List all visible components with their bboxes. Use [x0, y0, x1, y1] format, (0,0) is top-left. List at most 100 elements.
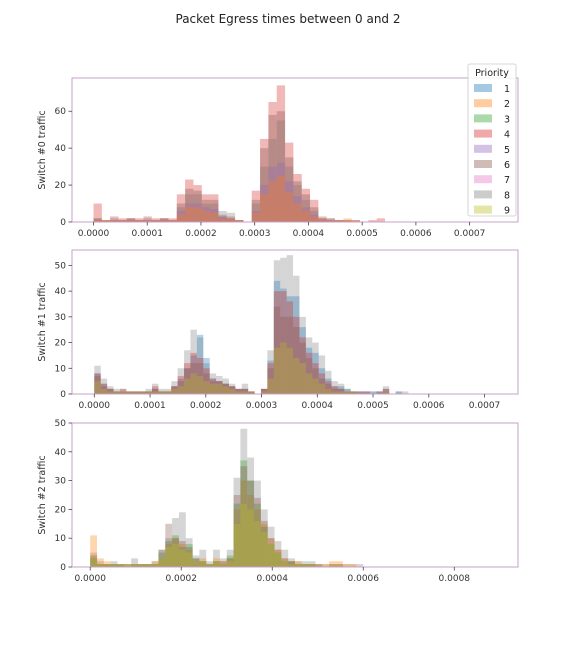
legend: Priority 1 2 3 4 5 6 7 8 9: [467, 63, 517, 217]
bar-priority-4: [126, 391, 133, 394]
bar-priority-2: [172, 538, 179, 567]
bar-priority-4: [203, 368, 210, 394]
bar-priority-9: [165, 546, 173, 567]
bar-priority-8: [158, 549, 166, 567]
bar-priority-6: [274, 549, 282, 567]
bar-priority-4: [260, 138, 269, 222]
bar-priority-2: [349, 564, 357, 567]
x-tick-label: 0.0007: [469, 401, 501, 411]
bar-priority-6: [185, 546, 193, 567]
bar-priority-8: [260, 509, 268, 567]
bar-priority-2: [117, 564, 125, 567]
bar-priority-8: [343, 220, 352, 222]
histogram-bars: [90, 428, 364, 567]
bar-priority-6: [101, 220, 111, 222]
legend-label-8: 8: [504, 190, 510, 201]
bar-priority-8: [280, 257, 287, 394]
bar-priority-9: [119, 391, 127, 394]
bar-priority-2: [218, 218, 227, 222]
legend-swatch-7: [474, 175, 492, 184]
bar-priority-6: [172, 538, 179, 567]
y-tick-label: 30: [55, 313, 67, 323]
bar-priority-3: [178, 546, 186, 567]
x-tick-label: 0.0002: [165, 574, 197, 584]
bar-priority-4: [196, 358, 204, 394]
bar-priority-3: [117, 564, 125, 567]
bar-priority-6: [90, 555, 98, 567]
chart-panels: 0.0000 0.0001 0.0002 0.0003 0.0004 0.0005 0.00…: [37, 77, 519, 584]
bar-priority-8: [299, 316, 306, 394]
bar-priority-1: [222, 383, 229, 394]
bar-priority-6: [110, 564, 118, 567]
bar-priority-1: [164, 391, 172, 394]
bar-priority-2: [110, 564, 118, 567]
bar-priority-3: [247, 480, 255, 567]
bar-priority-6: [325, 383, 332, 394]
bar-priority-6: [318, 218, 327, 222]
bar-priority-6: [281, 558, 289, 567]
bar-priority-9: [288, 564, 295, 567]
bar-priority-4: [209, 378, 217, 394]
bar-priority-2: [235, 220, 244, 222]
bar-priority-4: [325, 381, 332, 394]
bar-priority-4: [100, 383, 108, 394]
bar-priority-3: [185, 543, 193, 567]
bar-priority-1: [331, 386, 338, 394]
bar-priority-6: [124, 564, 132, 567]
bar-priority-6: [135, 220, 144, 222]
bar-priority-9: [97, 564, 104, 567]
bar-priority-8: [350, 391, 358, 394]
bar-priority-8: [226, 549, 234, 567]
bar-priority-9: [90, 558, 98, 567]
bar-priority-9: [137, 564, 145, 567]
bar-priority-8: [151, 220, 161, 222]
bar-priority-3: [90, 558, 98, 567]
bar-priority-2: [315, 564, 323, 567]
bar-priority-2: [201, 210, 211, 222]
bar-priority-1: [203, 358, 210, 394]
bar-priority-4: [110, 216, 119, 222]
bar-priority-4: [201, 194, 211, 222]
bar-priority-2: [193, 207, 202, 222]
y-tick-label: 60: [55, 107, 67, 117]
x-tick-label: 0.0003: [239, 229, 271, 239]
histogram-bars: [93, 85, 386, 222]
bar-priority-3: [172, 535, 179, 567]
bar-priority-4: [168, 218, 177, 222]
bar-priority-6: [273, 306, 281, 394]
bar-priority-5: [185, 203, 194, 222]
bar-priority-6: [97, 564, 104, 567]
bar-priority-6: [293, 181, 302, 222]
legend-label-2: 2: [504, 99, 510, 110]
bar-priority-8: [308, 561, 316, 567]
bar-priority-4: [276, 85, 286, 222]
bar-priority-9: [103, 564, 111, 567]
bar-priority-4: [145, 391, 153, 394]
bar-priority-6: [199, 561, 207, 567]
bar-priority-8: [93, 218, 102, 222]
bar-priority-2: [151, 220, 161, 222]
x-tick-label: 0.0000: [79, 401, 111, 411]
bar-priority-2: [219, 561, 227, 567]
bar-priority-3: [267, 543, 275, 567]
bar-priority-4: [222, 383, 229, 394]
bar-priority-8: [357, 391, 364, 394]
bar-priority-1: [350, 391, 358, 394]
bar-priority-8: [369, 391, 377, 394]
bar-priority-8: [228, 383, 236, 394]
bar-priority-2: [276, 175, 286, 222]
bar-priority-9: [295, 564, 302, 567]
bar-priority-8: [335, 220, 344, 222]
bar-priority-4: [176, 194, 186, 222]
bar-priority-3: [151, 564, 159, 567]
bar-priority-9: [222, 386, 229, 394]
bar-priority-1: [132, 391, 140, 394]
bar-priority-6: [301, 194, 311, 222]
legend-swatch-8: [474, 190, 492, 199]
bar-priority-1: [382, 388, 390, 394]
bar-priority-8: [281, 549, 289, 567]
bar-priority-5: [335, 220, 344, 222]
bar-priority-8: [325, 370, 332, 394]
bar-priority-2: [281, 558, 289, 567]
bar-priority-2: [90, 535, 98, 567]
